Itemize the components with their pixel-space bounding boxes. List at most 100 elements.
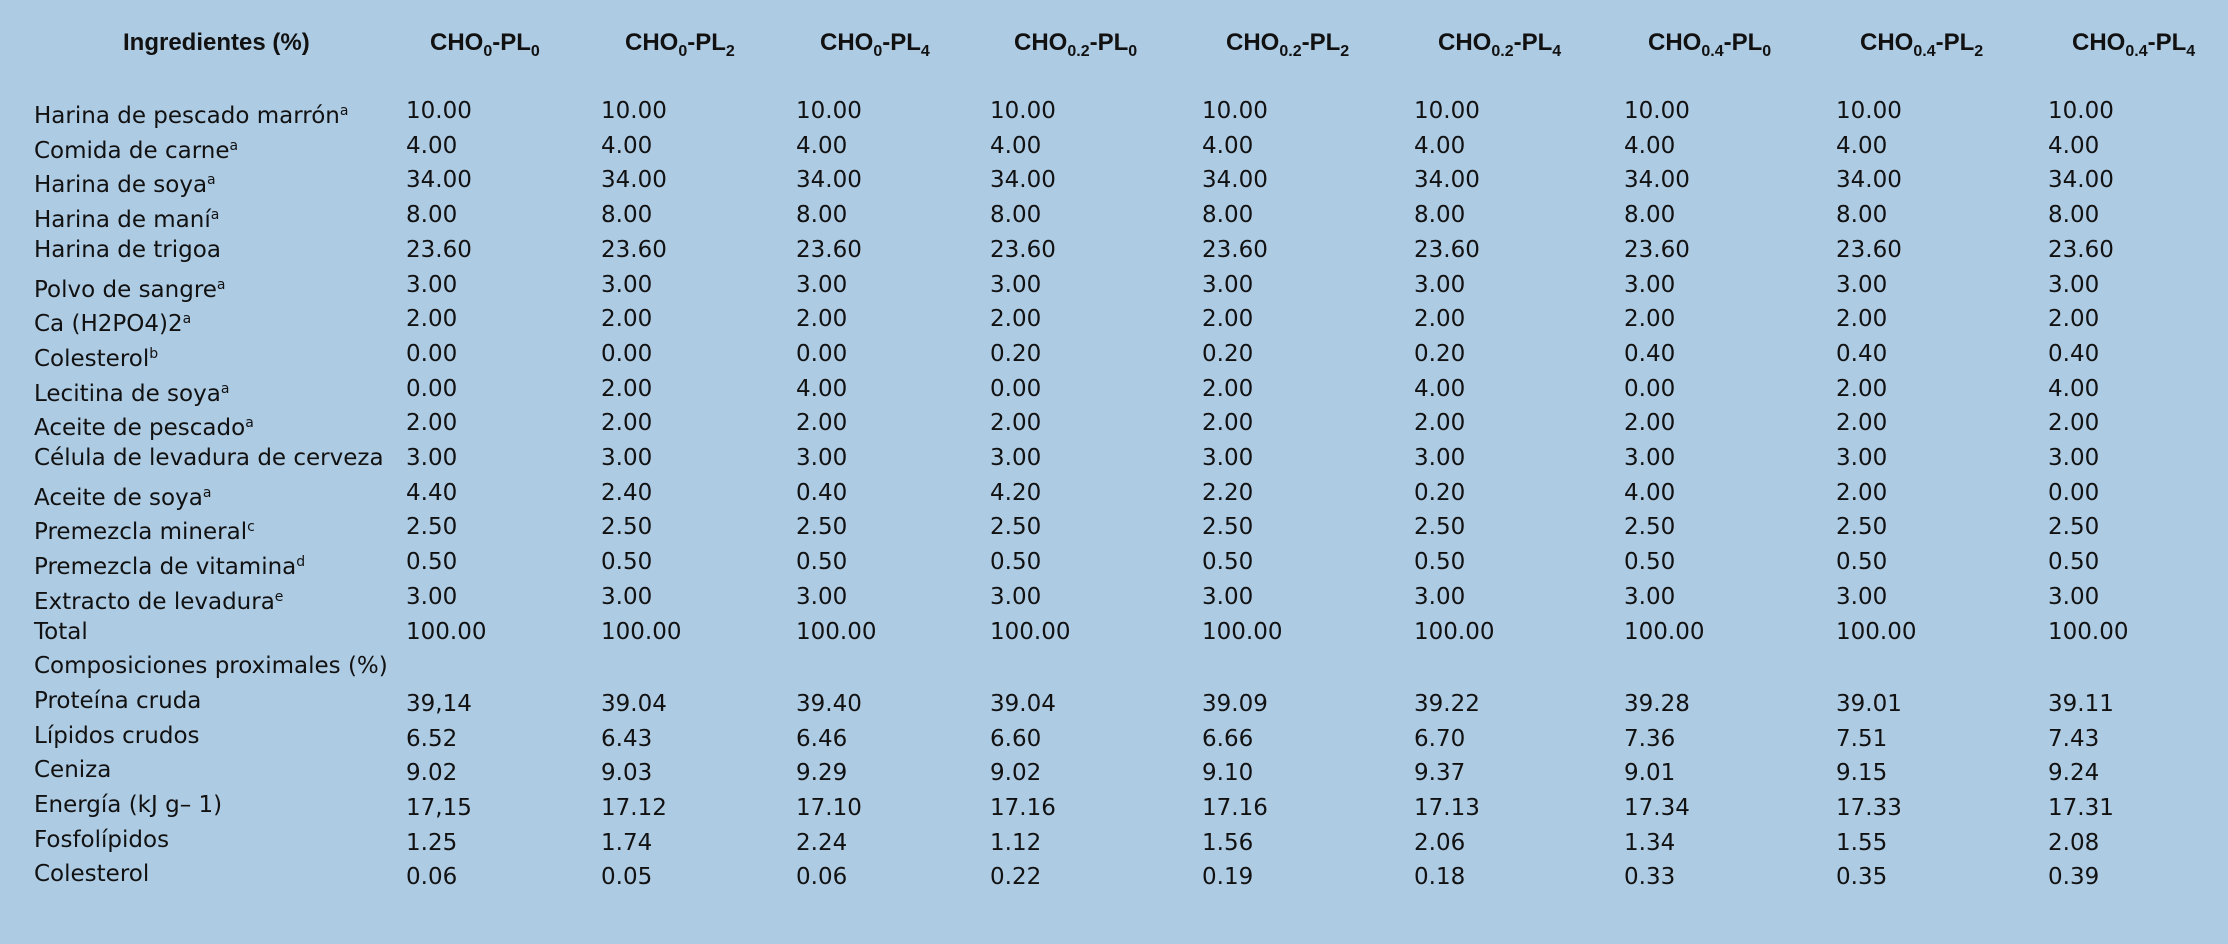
row-label-text: Célula de levadura de cerveza [34,445,384,471]
table-cell: 2.50 [1836,514,1888,541]
table-cell: 39.22 [1414,690,1480,717]
table-cell: 2.00 [1414,410,1466,437]
table-cell: 0.40 [2048,340,2100,367]
row-label-text: Total [34,618,88,645]
table-cell: 23.60 [796,236,862,263]
table-cell: 8.00 [2048,202,2100,229]
table-cell: 34.00 [1414,167,1480,194]
table-cell: 17.13 [1414,795,1480,821]
row-label: Premezcla mineralc [34,512,255,547]
header-part: 0 [530,43,540,60]
table-cell: 2.24 [796,829,848,856]
table-cell: 23.60 [990,236,1056,263]
table-cell: 2.00 [1414,306,1466,333]
header-part: 0.4 [1701,43,1724,60]
table-cell: 0.00 [796,340,848,367]
table-cell: 0.00 [601,340,653,367]
table-cell: 3.00 [1202,271,1254,298]
table-cell: 3.00 [406,445,458,471]
table-cell: 9.24 [2048,760,2100,787]
row-label: Harina de soyaa [34,165,216,200]
row-label: Ca (H2PO4)2a [34,304,191,339]
table-cell: 1.25 [406,829,458,856]
table-cell: 17.34 [1624,795,1690,821]
table-cell: 8.00 [796,202,848,229]
table-cell: 4.00 [601,132,653,159]
table-cell: 2.50 [406,514,458,541]
header-part: 2 [725,43,735,60]
table-cell: 10.00 [1836,98,1902,124]
table-cell: 10.00 [796,98,862,124]
row-label-text: Comida de carne [34,137,230,164]
table-cell: 4.40 [406,479,458,506]
table-cell: 2.00 [601,375,653,402]
row-label-text: Ca (H2PO4)2 [34,311,183,338]
table-cell: 3.00 [601,445,653,471]
table-cell: 3.00 [1202,445,1254,471]
table-cell: 3.00 [1202,583,1254,610]
row-label-text: Ceniza [34,757,112,784]
column-header: CHO0-PL0 [430,28,540,67]
row-label-note: c [247,519,255,536]
table-cell: 2.20 [1202,479,1254,506]
table-cell: 1.74 [601,829,653,856]
row-label-text: Extracto de levadura [34,588,275,615]
row-label: Aceite de soyaa [34,478,211,513]
table-cell: 4.00 [1836,132,1888,159]
table-cell: 6.52 [406,725,458,752]
row-label-note: a [202,484,212,501]
table-cell: 4.00 [796,375,848,402]
table-cell: 3.00 [796,583,848,610]
row-label-note: e [274,588,284,605]
header-part: -PL [492,29,531,56]
table-cell: 2.00 [990,306,1042,333]
row-label-text: Premezcla de vitamina [34,554,297,581]
table-cell: 8.00 [1202,202,1254,229]
table-cell: 3.00 [1624,271,1676,298]
table-cell: 100.00 [601,618,682,645]
row-label-note: a [220,380,230,397]
header-part: -PL [1513,29,1553,56]
table-cell: 0.20 [1202,340,1254,367]
row-label: Ceniza [34,755,111,785]
column-header: CHO0.4-PL4 [2072,28,2195,67]
table-cell: 23.60 [1414,236,1480,263]
table-cell: 100.00 [796,618,877,645]
table-cell: 4.00 [1414,132,1466,159]
table-cell: 39.11 [2048,690,2114,717]
row-label-text: Aceite de pescado [34,415,246,442]
table-cell: 6.70 [1414,725,1466,752]
table-cell: 2.06 [1414,829,1466,856]
row-label: Colesterolb [34,339,158,374]
table-cell: 4.00 [796,132,848,159]
table-cell: 10.00 [601,98,667,124]
row-label: Energía (kJ g– 1) [34,790,222,820]
table-cell: 4.00 [1202,132,1254,159]
table-cell: 0.50 [406,549,458,576]
row-label-text: Composiciones proximales (%) [34,653,388,680]
table-cell: 39.04 [990,690,1056,717]
table-cell: 10.00 [2048,98,2114,124]
header-part: 0.2 [1279,43,1302,60]
row-label: Harina de pescado marróna [34,96,348,131]
table-cell: 7.36 [1624,725,1676,752]
table-cell: 39.40 [796,690,862,717]
table-cell: 39,14 [406,690,472,717]
table-cell: 100.00 [1414,618,1495,645]
table-cell: 2.00 [1836,375,1888,402]
table-cell: 39.09 [1202,690,1268,717]
column-header: CHO0-PL4 [820,28,930,67]
table-cell: 0.40 [1624,340,1676,367]
header-part: CHO [1226,29,1280,56]
row-label-note: a [207,172,216,189]
table-cell: 0.50 [1202,549,1254,576]
header-title: Ingredientes (%) [123,29,310,56]
table-cell: 0.33 [1624,864,1676,891]
header-part: 4 [1552,43,1562,60]
table-cell: 6.43 [601,725,653,752]
table-cell: 34.00 [2048,167,2114,194]
header-part: 0.2 [1491,43,1514,60]
header-part: 2 [1340,43,1350,60]
table-cell: 0.06 [406,864,458,891]
